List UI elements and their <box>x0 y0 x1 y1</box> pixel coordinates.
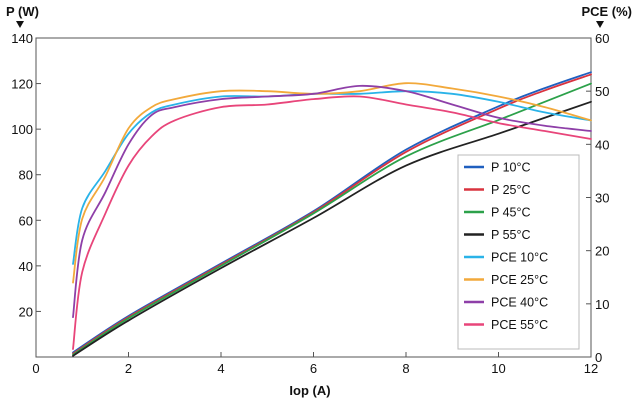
legend-box <box>457 154 580 350</box>
legend-label: PCE 55°C <box>491 318 548 332</box>
left-axis-arrow-icon <box>16 21 24 28</box>
x-axis-title: Iop (A) <box>289 383 330 398</box>
series-lines <box>72 71 592 357</box>
legend-label: P 55°C <box>491 228 531 242</box>
y-left-tick-label: 40 <box>19 259 33 274</box>
left-axis-title: P (W) <box>6 4 39 19</box>
x-tick-label: 8 <box>402 361 409 376</box>
right-axis-arrow-icon <box>596 21 604 28</box>
y-left-tick-label: 60 <box>19 213 33 228</box>
y-left-tick-label: 20 <box>19 304 33 319</box>
x-tick-label: 12 <box>584 361 598 376</box>
x-tick-label: 6 <box>310 361 317 376</box>
legend-label: PCE 10°C <box>491 251 548 265</box>
y-right-tick-label: 50 <box>595 84 609 99</box>
x-tick-label: 0 <box>32 361 39 376</box>
series-line-p-55-c <box>72 100 592 357</box>
y-left-tick-label: 140 <box>11 31 33 46</box>
series-line-pce-25-c <box>72 82 592 284</box>
legend-label: P 45°C <box>491 206 531 220</box>
y-right-tick-label: 10 <box>595 297 609 312</box>
series-line-p-45-c <box>72 82 592 356</box>
x-tick-label: 2 <box>125 361 132 376</box>
y-right-tick-label: 30 <box>595 191 609 206</box>
legend-label: PCE 40°C <box>491 296 548 310</box>
legend-label: P 10°C <box>491 161 531 175</box>
series-line-p-10-c <box>72 71 592 354</box>
x-tick-label: 4 <box>217 361 224 376</box>
series-line-pce-40-c <box>72 84 592 319</box>
y-right-tick-label: 40 <box>595 137 609 152</box>
legend-label: P 25°C <box>491 183 531 197</box>
right-axis-title: PCE (%) <box>581 4 632 19</box>
series-line-p-25-c <box>72 73 592 355</box>
y-right-tick-label: 60 <box>595 31 609 46</box>
y-right-tick-label: 0 <box>595 350 602 365</box>
x-tick-label: 10 <box>491 361 505 376</box>
legend-label: PCE 25°C <box>491 273 548 287</box>
axis-ticks: 0 2 4 6 8 10 12 20 40 60 80 100 120 140 0 10 20 30 40 50 60 <box>11 31 609 376</box>
y-right-tick-label: 20 <box>595 244 609 259</box>
series-line-pce-55-c <box>72 95 592 350</box>
y-left-tick-label: 120 <box>11 77 33 92</box>
y-left-tick-label: 100 <box>11 122 33 137</box>
y-left-tick-label: 80 <box>19 168 33 183</box>
legend: P 10°C P 25°C P 45°C P 55°C PCE 10°C PCE 25°C… <box>457 154 580 350</box>
